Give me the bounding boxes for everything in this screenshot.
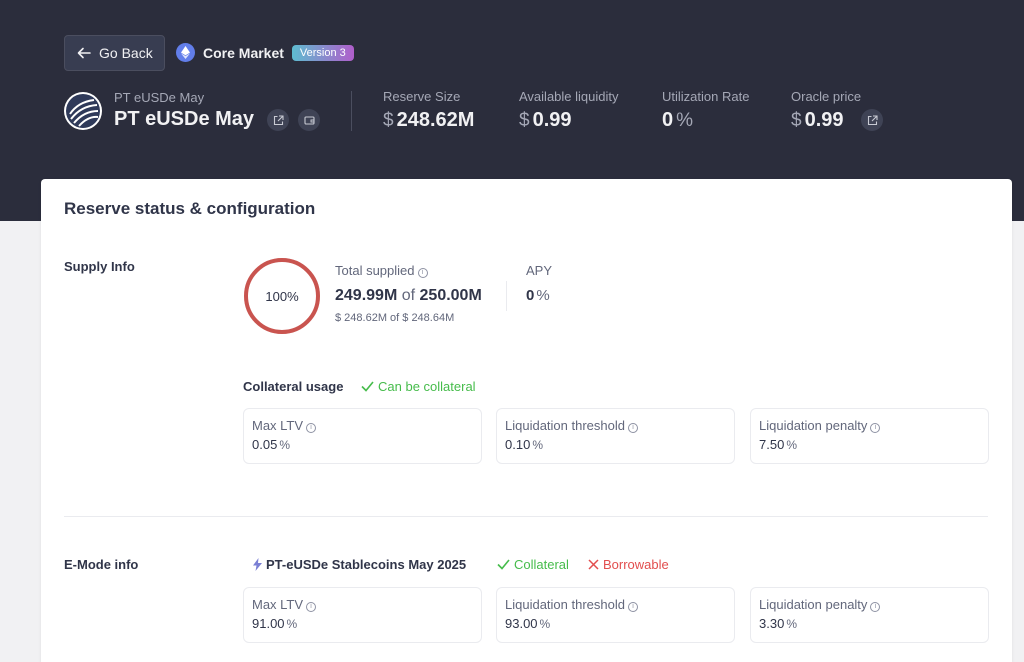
info-icon[interactable]: i <box>870 423 881 433</box>
percent-symbol: % <box>532 438 543 452</box>
check-icon <box>497 559 510 570</box>
card-title: Reserve status & configuration <box>64 199 316 218</box>
supply-cap-ring-progress <box>244 258 320 334</box>
box-label: Liquidation penalty <box>759 418 868 433</box>
emode-category: PT-eUSDe Stablecoins May 2025 <box>253 557 466 572</box>
box-label: Max LTV <box>252 418 304 433</box>
lightning-icon <box>253 558 262 571</box>
liquidation-penalty-box: Liquidation penalty i 7.50% <box>750 408 989 464</box>
total-supplied-main: 249.99M <box>335 287 398 304</box>
info-icon[interactable]: i <box>306 423 317 433</box>
percent-symbol: % <box>536 287 550 304</box>
close-icon <box>588 559 599 570</box>
emode-borrowable-text: Borrowable <box>603 557 669 572</box>
supply-info-label: Supply Info <box>64 259 135 274</box>
info-icon[interactable]: i <box>417 268 428 278</box>
supply-divider <box>506 281 507 311</box>
percent-symbol: % <box>279 438 290 452</box>
external-link-button[interactable] <box>267 109 289 131</box>
emode-max-ltv-box: Max LTV i 91.00% <box>243 587 482 643</box>
reserve-config-card <box>41 179 1012 662</box>
emode-info-label: E-Mode info <box>64 557 139 572</box>
supply-cap-ring <box>244 258 320 334</box>
stat-reserve-size: Reserve Size $248.62M <box>383 89 474 132</box>
info-icon[interactable]: i <box>627 423 638 433</box>
currency-symbol: $ <box>519 110 530 131</box>
box-label: Liquidation penalty <box>759 597 868 612</box>
box-label: Liquidation threshold <box>505 418 625 433</box>
total-supplied-cap: 250.00M <box>419 287 482 304</box>
asset-title: PT eUSDe May <box>114 108 255 130</box>
emode-collateral-flag: Collateral <box>497 557 569 572</box>
emode-category-name: PT-eUSDe Stablecoins May 2025 <box>266 557 467 572</box>
percent-symbol: % <box>539 617 551 631</box>
currency-symbol: $ <box>791 110 802 131</box>
liquidation-threshold-box: Liquidation threshold i 0.10% <box>496 408 735 464</box>
max-ltv-box: Max LTV i 0.05% <box>243 408 482 464</box>
section-divider <box>64 516 988 517</box>
arrow-left-icon <box>77 47 91 59</box>
info-icon[interactable]: i <box>870 602 881 612</box>
total-supplied-label: Total supplied <box>335 263 415 278</box>
check-icon <box>361 381 374 392</box>
collateral-usage-label: Collateral usage <box>243 379 344 394</box>
stat-label: Utilization Rate <box>662 89 750 104</box>
emode-liquidation-penalty-box: Liquidation penalty i 3.30% <box>750 587 989 643</box>
apy-value-row: 0% <box>526 287 550 304</box>
percent-symbol: % <box>786 438 797 452</box>
box-value: 91.00 <box>252 616 285 631</box>
info-icon[interactable]: i <box>306 602 317 612</box>
emode-collateral-text: Collateral <box>514 557 569 572</box>
box-value: 7.50 <box>759 437 785 452</box>
percent-symbol: % <box>676 110 694 131</box>
stat-value: 0.99 <box>532 109 572 131</box>
stat-available-liquidity: Available liquidity $0.99 <box>519 89 619 132</box>
box-value: 3.30 <box>759 616 785 631</box>
stat-value: 0 <box>662 109 674 131</box>
stat-label: Available liquidity <box>519 89 619 104</box>
of-word: of <box>401 287 416 304</box>
wallet-icon <box>303 115 315 125</box>
supply-cap-percent: 100% <box>265 289 299 304</box>
total-supplied-label-row: Total supplied i <box>335 263 428 278</box>
collateral-status-text: Can be collateral <box>378 379 476 394</box>
total-supplied-value: 249.99M of 250.00M <box>335 287 482 305</box>
market-name: Core Market <box>203 44 284 61</box>
version-badge: Version 3 <box>291 44 354 61</box>
collateral-status: Can be collateral <box>361 379 476 394</box>
box-value: 93.00 <box>505 616 538 631</box>
add-to-wallet-button[interactable] <box>298 109 320 131</box>
total-supplied-usd: $ 248.62M of $ 248.64M <box>335 312 455 324</box>
apy-value: 0 <box>526 287 535 304</box>
asset-logo <box>64 92 102 130</box>
ethereum-icon <box>176 43 195 62</box>
box-label: Liquidation threshold <box>505 597 625 612</box>
box-value: 0.05 <box>252 437 278 452</box>
apy-label: APY <box>526 263 553 278</box>
go-back-label: Go Back <box>99 45 153 61</box>
header-divider <box>351 91 352 131</box>
emode-liquidation-threshold-box: Liquidation threshold i 93.00% <box>496 587 735 643</box>
oracle-link-button[interactable] <box>861 109 883 131</box>
external-link-icon <box>273 114 284 125</box>
external-link-icon <box>867 114 878 125</box>
box-value: 0.10 <box>505 437 531 452</box>
emode-borrowable-flag: Borrowable <box>588 557 669 572</box>
percent-symbol: % <box>786 617 797 631</box>
stat-oracle-price: Oracle price $0.99 <box>791 89 861 132</box>
box-label: Max LTV <box>252 597 304 612</box>
info-icon[interactable]: i <box>627 602 638 612</box>
stat-value: 248.62M <box>396 109 475 131</box>
stat-label: Reserve Size <box>383 89 461 104</box>
percent-symbol: % <box>286 617 298 631</box>
stat-utilization-rate: Utilization Rate 0% <box>662 89 749 132</box>
currency-symbol: $ <box>383 110 394 131</box>
stat-value: 0.99 <box>804 109 844 131</box>
market-selector[interactable]: Core Market Version 3 <box>176 43 354 62</box>
go-back-button[interactable]: Go Back <box>64 35 165 71</box>
stat-label: Oracle price <box>791 89 862 104</box>
asset-subtitle: PT eUSDe May <box>114 90 205 105</box>
